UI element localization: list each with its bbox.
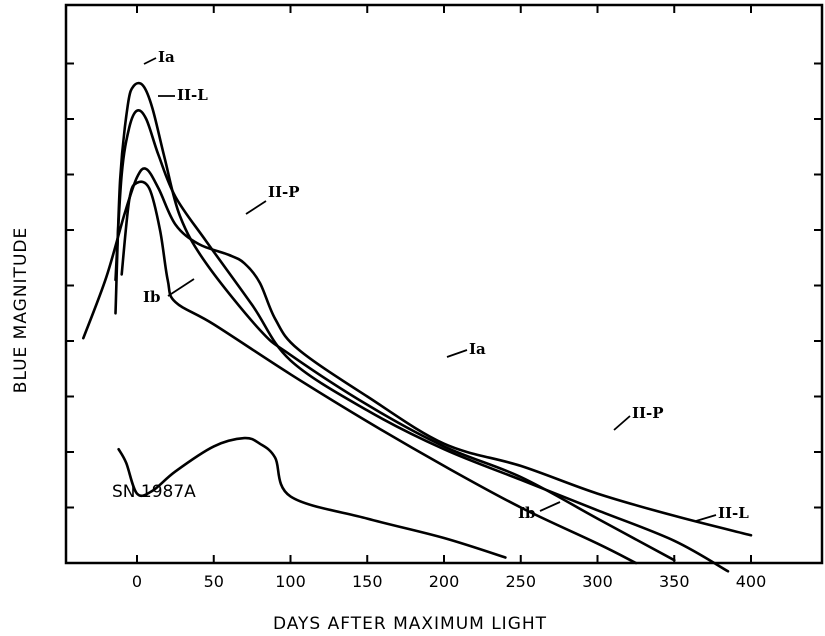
y-axis-title: BLUE MAGNITUDE [11,227,31,393]
x-tick-label-100: 100 [275,572,306,591]
curve-ib [120,180,638,565]
x-axis-title: DAYS AFTER MAXIMUM LIGHT [273,614,547,634]
curves-group [82,81,753,573]
x-tick-label-50: 50 [204,572,224,591]
curve-ii-p [82,167,753,537]
leader-line-ia-0 [143,57,157,65]
curve-label-ib-6: Ib [518,504,536,522]
x-tick-label-350: 350 [659,572,690,591]
curve-ia [114,81,676,562]
leader-line-ia-4 [446,349,468,358]
x-tick-label-400: 400 [736,572,767,591]
curve-label-ia-0: Ia [158,48,175,66]
x-tick-label-250: 250 [505,572,536,591]
curve-label-ib-3: Ib [143,288,161,306]
curve-label-ii-l-7: II-L [718,504,749,522]
leader-line-ib-3 [167,278,195,297]
curve-sn-1987a [117,436,507,559]
x-tick-label-0: 0 [132,572,142,591]
curve-label-ii-l-1: II-L [177,86,208,104]
leader-line-ii-l-7 [695,514,717,522]
curve-label-ii-p-5: II-P [632,404,664,422]
x-tick-label-200: 200 [429,572,460,591]
curve-label-ii-p-2: II-P [268,183,300,201]
leader-line-ib-6 [539,501,561,512]
sn1987a-annotation: SN 1987A [112,482,196,502]
curve-label-ia-4: Ia [469,340,486,358]
curve-labels-group: Ia II-L II-P Ib Ia II-P Ib II-L [143,48,749,522]
curve-ii-l [114,109,730,573]
leader-line-ii-p-2 [245,200,267,215]
x-tick-label-150: 150 [352,572,383,591]
x-tick-label-300: 300 [582,572,613,591]
leader-line-ii-p-5 [613,415,631,431]
tick-marks-group: 0 50 100 150 200 250 300 350 400 [66,5,822,591]
